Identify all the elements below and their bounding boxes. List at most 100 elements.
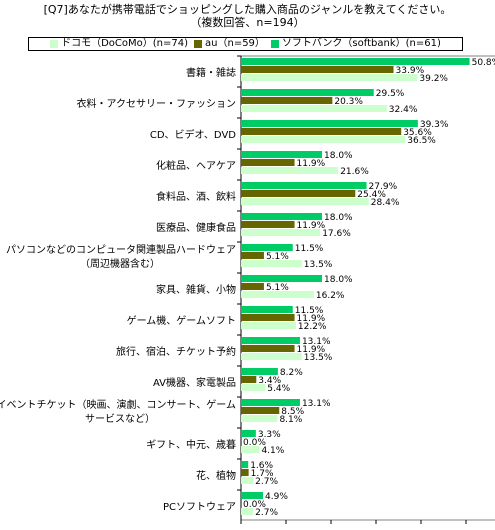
data-label-docomo: 13.5% [304, 353, 333, 363]
data-label-docomo: 16.2% [316, 291, 345, 301]
data-label-docomo: 28.4% [371, 198, 400, 208]
data-label-softbank: 50.8% [472, 58, 495, 68]
data-label-softbank: 4.9% [265, 492, 288, 502]
data-label-softbank: 13.1% [302, 337, 331, 347]
bar-au [241, 221, 295, 228]
data-label-au: 1.7% [251, 469, 274, 479]
data-label-docomo: 21.6% [340, 167, 369, 177]
bar-docomo [241, 384, 266, 391]
data-label-docomo: 32.4% [389, 105, 418, 115]
data-label-au: 11.9% [297, 221, 326, 231]
bar-softbank [241, 244, 293, 251]
data-label-softbank: 3.3% [258, 430, 281, 440]
bar-docomo [241, 105, 387, 112]
bar-docomo [241, 477, 254, 484]
bar-au [241, 159, 295, 166]
data-label-softbank: 1.6% [250, 461, 273, 471]
bar-softbank [241, 89, 374, 96]
bar-docomo [241, 508, 254, 515]
data-label-au: 33.9% [396, 66, 425, 76]
chart-subtitle: （複数回答、n=194） [190, 16, 305, 29]
data-label-au: 0.0% [243, 500, 266, 510]
bar-au [241, 469, 249, 476]
data-label-au: 20.3% [334, 97, 363, 107]
bar-docomo [241, 446, 260, 453]
bar-softbank [241, 151, 322, 158]
data-label-au: 3.4% [258, 376, 281, 386]
data-label-au: 11.9% [297, 159, 326, 169]
category-label: ギフト、中元、歳暮 [146, 438, 236, 451]
bar-docomo [241, 167, 339, 174]
legend-item-docomo: ドコモ（DoCoMo）(n=74) [50, 38, 188, 50]
bar-docomo [241, 260, 302, 267]
bar-softbank [241, 337, 300, 344]
legend-item-softbank: ソフトバンク（softbank）(n=61) [270, 38, 441, 50]
category-label: 衣料・アクセサリー・ファッション [77, 97, 237, 110]
category-label: パソコンなどのコンピュータ関連製品ハードウェア [6, 243, 236, 256]
legend-label-docomo: ドコモ（DoCoMo）(n=74) [61, 38, 189, 49]
bar-softbank [241, 275, 322, 282]
category-label: サービスなど） [85, 413, 155, 425]
legend-label-softbank: ソフトバンク（softbank）(n=61) [281, 38, 441, 49]
category-label: 旅行、宿泊、チケット予約 [116, 345, 236, 358]
data-label-docomo: 4.1% [261, 446, 284, 456]
data-label-softbank: 18.0% [324, 213, 353, 223]
data-label-softbank: 18.0% [324, 275, 353, 285]
data-label-docomo: 36.5% [407, 136, 436, 146]
data-label-au: 11.9% [297, 314, 326, 324]
data-label-au: 11.9% [297, 345, 326, 355]
category-label: 化粧品、ヘアケア [156, 159, 236, 172]
data-label-docomo: 5.4% [267, 384, 290, 394]
data-label-docomo: 2.7% [255, 477, 278, 487]
data-label-au: 5.1% [266, 283, 289, 293]
data-label-docomo: 39.2% [419, 74, 448, 84]
data-label-au: 35.6% [403, 128, 432, 138]
bar-au [241, 345, 295, 352]
bar-softbank [241, 213, 322, 220]
chart-legend: ドコモ（DoCoMo）(n=74) au（n=59） ソフトバンク（softba… [28, 37, 463, 51]
bar-softbank [241, 306, 293, 313]
legend-item-au: au（n=59） [194, 38, 265, 50]
bar-au [241, 283, 264, 290]
data-label-docomo: 2.7% [255, 508, 278, 518]
data-label-softbank: 39.3% [420, 120, 449, 130]
legend-swatch-docomo [50, 40, 59, 48]
bar-docomo [241, 198, 369, 205]
category-label: AV機器、家電製品 [153, 376, 236, 389]
category-label: 家具、雑貨、小物 [156, 283, 236, 296]
bar-au [241, 376, 257, 383]
category-label: （周辺機器含む） [80, 257, 160, 270]
bar-au [241, 314, 295, 321]
data-label-softbank: 8.2% [280, 368, 303, 378]
legend-swatch-softbank [270, 40, 279, 48]
data-label-softbank: 13.1% [302, 399, 331, 409]
bar-softbank [241, 368, 278, 375]
bar-softbank [241, 58, 470, 65]
bar-docomo [241, 322, 296, 329]
bar-softbank [241, 399, 300, 406]
bar-au [241, 252, 264, 259]
data-label-docomo: 17.6% [322, 229, 351, 239]
bar-docomo [241, 353, 302, 360]
bar-au [241, 66, 394, 73]
data-label-au: 0.0% [243, 438, 266, 448]
data-label-docomo: 12.2% [298, 322, 327, 332]
bar-au [241, 97, 333, 104]
category-label: 医療品、健康食品 [156, 221, 236, 234]
bar-au [241, 407, 280, 414]
data-label-softbank: 11.5% [295, 306, 324, 316]
category-label: PCソフトウェア [163, 501, 236, 513]
data-label-au: 8.5% [281, 407, 304, 417]
category-label: 花、植物 [196, 469, 236, 482]
category-label: イベントチケット（映画、演劇、コンサート、ゲーム [0, 398, 236, 411]
data-label-softbank: 11.5% [295, 244, 324, 254]
data-label-docomo: 13.5% [304, 260, 333, 270]
bar-docomo [241, 229, 321, 236]
bar-softbank [241, 430, 256, 437]
chart-title: [Q7]あなたが携帯電話でショッピングした購入商品のジャンルを教えてください。 [43, 3, 452, 16]
bar-docomo [241, 136, 406, 143]
bar-softbank [241, 120, 418, 127]
bar-docomo [241, 415, 278, 422]
bar-softbank [241, 461, 249, 468]
